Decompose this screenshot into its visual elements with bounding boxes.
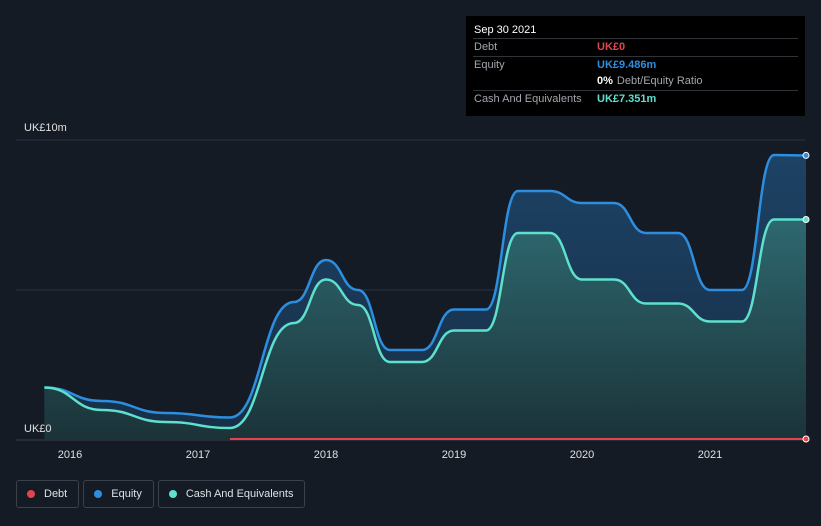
- tooltip-row-ratio: 0% Debt/Equity Ratio: [473, 73, 798, 90]
- legend-item-cash[interactable]: Cash And Equivalents: [157, 480, 306, 508]
- x-tick-label-2021: 2021: [698, 449, 722, 461]
- legend-debt-label: Debt: [44, 488, 68, 500]
- x-tick-label-2016: 2016: [58, 449, 82, 461]
- x-tick-label-2020: 2020: [570, 449, 594, 461]
- tooltip-equity-label: Equity: [474, 58, 505, 71]
- tooltip-debt-label: Debt: [474, 41, 498, 53]
- tooltip-cash-label: Cash And Equivalents: [474, 92, 582, 105]
- legend-item-debt[interactable]: Debt: [16, 480, 80, 508]
- legend-equity-label: Equity: [111, 488, 142, 500]
- legend-cash-label: Cash And Equivalents: [185, 488, 294, 500]
- x-tick-label-2019: 2019: [442, 449, 466, 461]
- y-tick-label-1: UK£0: [24, 423, 52, 435]
- tooltip-cash-value: UK£7.351m: [597, 92, 657, 105]
- tooltip-row-equity: Equity UK£9.486m: [473, 55, 798, 74]
- y-tick-label-0: UK£10m: [24, 122, 67, 134]
- tooltip-row-cash: Cash And Equivalents UK£7.351m: [473, 89, 798, 108]
- tooltip-row-debt: Debt UK£0: [473, 38, 798, 56]
- equity-end-point: [802, 151, 810, 159]
- cash-end-point: [802, 215, 810, 223]
- tooltip-date: Sep 30 2021: [474, 24, 537, 36]
- tooltip-ratio-label: Debt/Equity Ratio: [616, 75, 703, 87]
- cash-area: [44, 219, 806, 440]
- tooltip-ratio-value: 0%: [597, 75, 613, 87]
- equity-line: [44, 153, 807, 419]
- x-tick-label-2018: 2018: [314, 449, 338, 461]
- x-tick-label-2017: 2017: [186, 449, 210, 461]
- legend-debt-dot-icon: [27, 490, 35, 498]
- cash-line: [44, 218, 807, 430]
- tooltip-debt-value: UK£0: [597, 41, 626, 53]
- legend: Debt Equity Cash And Equivalents: [16, 480, 309, 508]
- legend-equity-dot-icon: [94, 490, 103, 498]
- tooltip-equity-value: UK£9.486m: [597, 58, 657, 71]
- tooltip-ratio-spacer: [473, 73, 597, 90]
- debt-end-point: [802, 435, 810, 443]
- tooltip: Sep 30 2021 Debt UK£0 Equity UK£9.486m 0…: [466, 16, 805, 116]
- legend-cash-dot-icon: [168, 490, 177, 498]
- legend-item-equity[interactable]: Equity: [83, 480, 154, 508]
